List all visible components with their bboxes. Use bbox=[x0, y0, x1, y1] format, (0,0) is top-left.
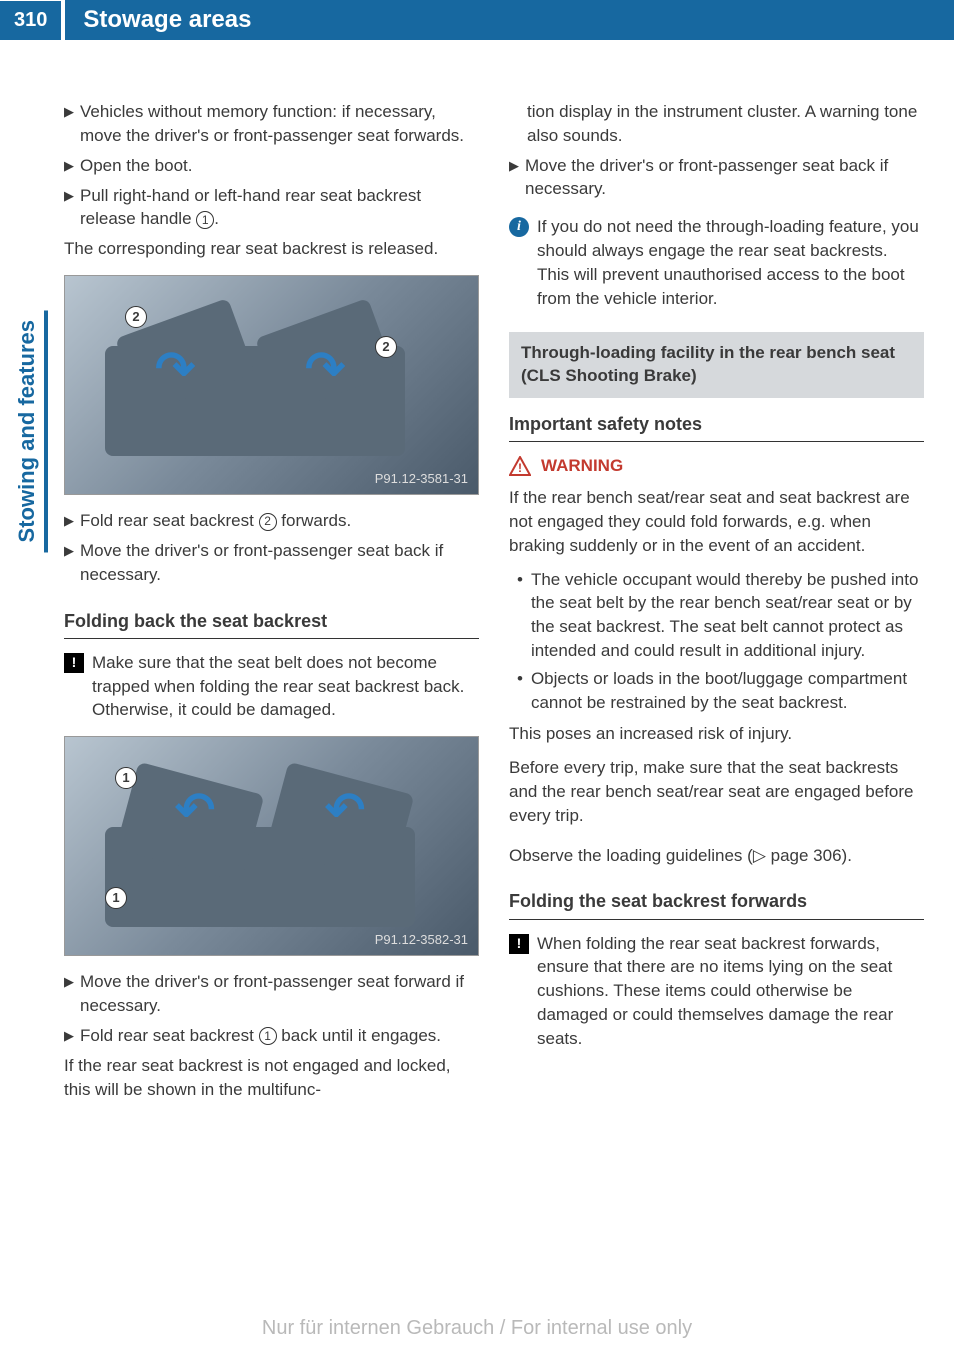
step-arrow-icon: ▶ bbox=[64, 1024, 74, 1048]
left-column: ▶ Vehicles without memory function: if n… bbox=[64, 100, 479, 1107]
step-text: Move the driver's or front-passenger sea… bbox=[525, 154, 924, 202]
bullet-item: • The vehicle occupant would thereby be … bbox=[517, 568, 924, 663]
content-area: ▶ Vehicles without memory function: if n… bbox=[0, 40, 954, 1127]
figure-seat-fold-forward: ↷ ↷ 2 2 P91.12-3581-31 bbox=[64, 275, 479, 495]
subheading: Folding back the seat backrest bbox=[64, 609, 479, 639]
warning-paragraph: This poses an increased risk of injury. bbox=[509, 722, 924, 746]
bullet-dot-icon: • bbox=[517, 568, 523, 663]
observe-note: Observe the loading guidelines (▷ page 3… bbox=[509, 844, 924, 868]
text-fragment: back until it engages. bbox=[277, 1026, 441, 1045]
text-fragment: Fold rear seat backrest bbox=[80, 511, 259, 530]
circled-ref: 2 bbox=[259, 513, 277, 531]
step-substep: The corresponding rear seat backrest is … bbox=[64, 237, 479, 261]
step-text: The corresponding rear seat backrest is … bbox=[64, 237, 479, 261]
step-arrow-icon: ▶ bbox=[64, 539, 74, 587]
caution-note: ! Make sure that the seat belt does not … bbox=[64, 651, 479, 722]
figure-label: P91.12-3582-31 bbox=[375, 931, 468, 949]
page-header: 310 Stowage areas bbox=[0, 0, 954, 40]
step-text: Fold rear seat backrest 2 forwards. bbox=[80, 509, 479, 533]
text-fragment: . bbox=[214, 209, 219, 228]
step-item: ▶ Vehicles without memory function: if n… bbox=[64, 100, 479, 148]
step-text: Open the boot. bbox=[80, 154, 479, 178]
warning-paragraph: If the rear bench seat/rear seat and sea… bbox=[509, 486, 924, 557]
step-text: Vehicles without memory function: if nec… bbox=[80, 100, 479, 148]
step-arrow-icon: ▶ bbox=[64, 970, 74, 1018]
figure-seat-fold-back: ↷ ↷ 1 1 P91.12-3582-31 bbox=[64, 736, 479, 956]
warning-header: ! WARNING bbox=[509, 454, 924, 478]
step-arrow-icon: ▶ bbox=[509, 154, 519, 202]
step-substep: If the rear seat backrest is not engaged… bbox=[64, 1054, 479, 1102]
bullet-text: The vehicle occupant would thereby be pu… bbox=[531, 568, 924, 663]
caution-note: ! When folding the rear seat backrest fo… bbox=[509, 932, 924, 1051]
bullet-text: Objects or loads in the boot/luggage com… bbox=[531, 667, 924, 715]
callout-label: 1 bbox=[115, 767, 137, 789]
bullet-item: • Objects or loads in the boot/luggage c… bbox=[517, 667, 924, 715]
step-arrow-icon: ▶ bbox=[64, 184, 74, 232]
figure-label: P91.12-3581-31 bbox=[375, 470, 468, 488]
step-arrow-icon: ▶ bbox=[64, 154, 74, 178]
step-text: tion display in the instrument cluster. … bbox=[527, 100, 924, 148]
step-continuation: tion display in the instrument cluster. … bbox=[527, 100, 924, 148]
circled-ref: 1 bbox=[259, 1027, 277, 1045]
warning-label: WARNING bbox=[541, 454, 623, 478]
step-item: ▶ Move the driver's or front-passenger s… bbox=[64, 539, 479, 587]
callout-label: 1 bbox=[105, 887, 127, 909]
caution-text: When folding the rear seat backrest forw… bbox=[537, 932, 924, 1051]
subheading: Folding the seat backrest forwards bbox=[509, 889, 924, 919]
step-item: ▶ Pull right-hand or left-hand rear seat… bbox=[64, 184, 479, 232]
circled-ref: 1 bbox=[196, 211, 214, 229]
step-text: Move the driver's or front-passenger sea… bbox=[80, 970, 479, 1018]
step-item: ▶ Move the driver's or front-passenger s… bbox=[509, 154, 924, 202]
info-note: i If you do not need the through-loading… bbox=[509, 215, 924, 310]
step-item: ▶ Open the boot. bbox=[64, 154, 479, 178]
step-item: ▶ Fold rear seat backrest 1 back until i… bbox=[64, 1024, 479, 1048]
text-fragment: forwards. bbox=[277, 511, 352, 530]
step-item: ▶ Fold rear seat backrest 2 forwards. bbox=[64, 509, 479, 533]
step-text: Move the driver's or front-passenger sea… bbox=[80, 539, 479, 587]
text-fragment: Pull right-hand or left-hand rear seat b… bbox=[80, 186, 421, 229]
bullet-dot-icon: • bbox=[517, 667, 523, 715]
step-text: Fold rear seat backrest 1 back until it … bbox=[80, 1024, 479, 1048]
info-icon: i bbox=[509, 217, 529, 237]
caution-icon: ! bbox=[64, 653, 84, 673]
warning-triangle-icon: ! bbox=[509, 456, 531, 476]
section-heading-box: Through-loading facility in the rear ben… bbox=[509, 332, 924, 398]
footer-watermark: Nur für internen Gebrauch / For internal… bbox=[0, 1317, 954, 1340]
step-item: ▶ Move the driver's or front-passenger s… bbox=[64, 970, 479, 1018]
step-text: If the rear seat backrest is not engaged… bbox=[64, 1054, 479, 1102]
caution-text: Make sure that the seat belt does not be… bbox=[92, 651, 479, 722]
svg-text:!: ! bbox=[518, 461, 522, 475]
subheading: Important safety notes bbox=[509, 412, 924, 442]
side-tab: Stowing and features bbox=[10, 310, 48, 552]
info-text: If you do not need the through-loading f… bbox=[537, 215, 924, 310]
warning-paragraph: Before every trip, make sure that the se… bbox=[509, 756, 924, 827]
callout-label: 2 bbox=[125, 306, 147, 328]
step-text: Pull right-hand or left-hand rear seat b… bbox=[80, 184, 479, 232]
page-number: 310 bbox=[0, 1, 61, 40]
text-fragment: Observe the loading guidelines ( bbox=[509, 846, 753, 865]
step-arrow-icon: ▶ bbox=[64, 100, 74, 148]
page-title: Stowage areas bbox=[65, 0, 954, 40]
text-fragment: ). bbox=[842, 846, 852, 865]
callout-label: 2 bbox=[375, 336, 397, 358]
text-fragment: Fold rear seat backrest bbox=[80, 1026, 259, 1045]
page-reference[interactable]: ▷ page 306 bbox=[753, 844, 842, 868]
step-arrow-icon: ▶ bbox=[64, 509, 74, 533]
caution-icon: ! bbox=[509, 934, 529, 954]
right-column: tion display in the instrument cluster. … bbox=[509, 100, 924, 1107]
